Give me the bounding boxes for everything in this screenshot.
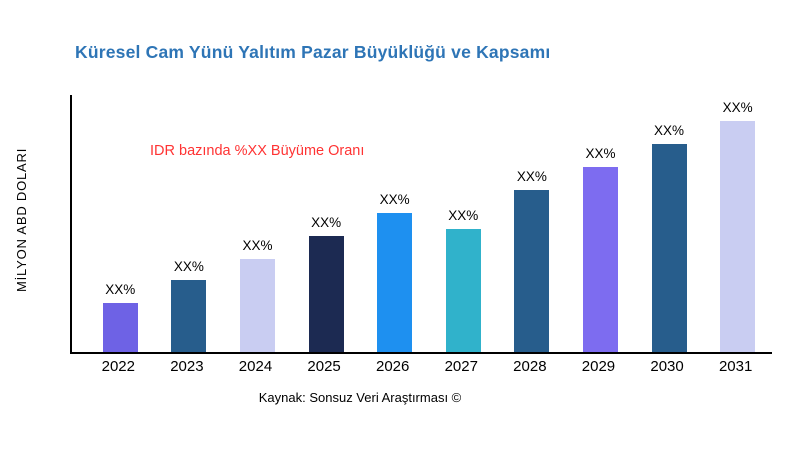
bar-value-label: XX%	[379, 192, 410, 208]
plot-area: IDR bazında %XX Büyüme Oranı XX% XX% XX% XX…	[70, 95, 772, 354]
growth-annotation: IDR bazında %XX Büyüme Oranı	[150, 143, 365, 159]
bar-value-label: XX%	[105, 282, 136, 298]
x-tick-label: 2029	[581, 358, 616, 375]
bar-column: XX%	[223, 95, 292, 352]
bar-2027	[445, 229, 481, 352]
x-tick-label: 2025	[307, 358, 341, 375]
bar-column: XX%	[566, 95, 635, 352]
bar-2029	[582, 166, 618, 352]
x-tick-label: 2026	[375, 358, 410, 375]
bar-value-label: XX%	[654, 122, 685, 138]
bar-2026	[377, 213, 413, 352]
bar-2022	[102, 303, 138, 352]
y-axis-title: MİLYON ABD DOLARI	[14, 147, 29, 293]
bar-2024	[239, 259, 275, 352]
bar-column: XX%	[155, 95, 224, 352]
bar-2028	[514, 190, 550, 352]
bar-column: XX%	[635, 95, 704, 352]
bar-column: XX%	[360, 95, 429, 352]
x-tick-label: 2027	[444, 358, 478, 375]
bar-value-label: XX%	[311, 215, 342, 231]
x-tick-label: 2024	[238, 358, 273, 375]
bar-value-label: XX%	[448, 208, 479, 224]
bar-column: XX%	[703, 95, 772, 352]
bar-2030	[651, 143, 687, 352]
source-caption: Kaynak: Sonsuz Veri Araştırması ©	[258, 390, 462, 405]
bar-2031	[720, 120, 756, 352]
x-axis-labels: 2022 2023 2024 2025 2026 2027 2028 2029 2030 2031	[70, 358, 770, 375]
bar-2023	[171, 280, 207, 352]
x-tick-label: 2022	[101, 358, 135, 375]
bars-container: XX% XX% XX% XX% XX% XX% XX% XX% XX% XX%	[72, 95, 772, 352]
x-tick-label: 2023	[170, 358, 204, 375]
bar-column: XX%	[292, 95, 361, 352]
bar-column: XX%	[498, 95, 567, 352]
x-tick-label: 2030	[650, 358, 684, 375]
x-tick-label: 2031	[718, 358, 753, 375]
bar-value-label: XX%	[242, 238, 273, 254]
bar-value-label: XX%	[722, 99, 753, 115]
bar-column: XX%	[429, 95, 498, 352]
bar-value-label: XX%	[173, 259, 204, 275]
bar-value-label: XX%	[585, 145, 616, 161]
x-tick-label: 2028	[513, 358, 547, 375]
chart-title: Küresel Cam Yünü Yalıtım Pazar Büyüklüğü…	[75, 42, 551, 62]
bar-column: XX%	[86, 95, 155, 352]
bar-value-label: XX%	[516, 169, 547, 185]
bar-2025	[308, 236, 344, 352]
